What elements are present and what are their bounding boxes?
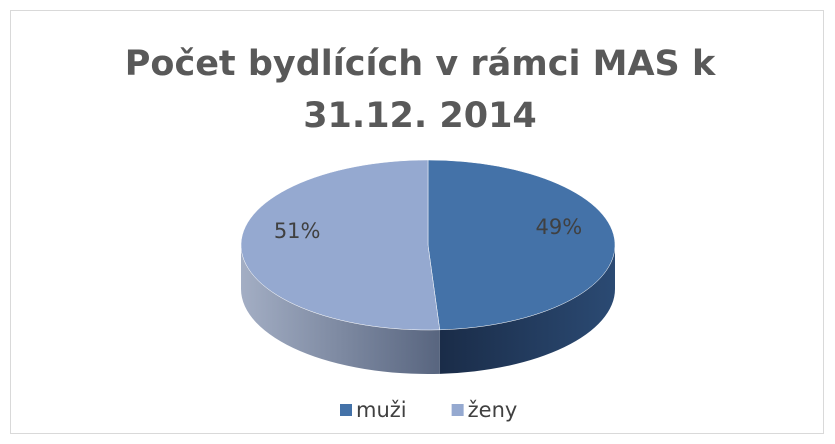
- chart-frame: [10, 10, 824, 434]
- legend-label: muži: [356, 398, 407, 422]
- slice: [240, 159, 441, 331]
- legend-swatch: [340, 404, 352, 416]
- slice-side: [439, 245, 615, 374]
- data-label: 51%: [274, 219, 321, 243]
- legend-swatch: [451, 404, 464, 416]
- data-label: 49%: [535, 215, 582, 239]
- chart-title: Počet bydlících v rámci MAS k 31.12. 201…: [124, 44, 716, 136]
- slice-side: [241, 245, 440, 374]
- legend-label: ženy: [468, 398, 518, 422]
- slice: [427, 159, 616, 331]
